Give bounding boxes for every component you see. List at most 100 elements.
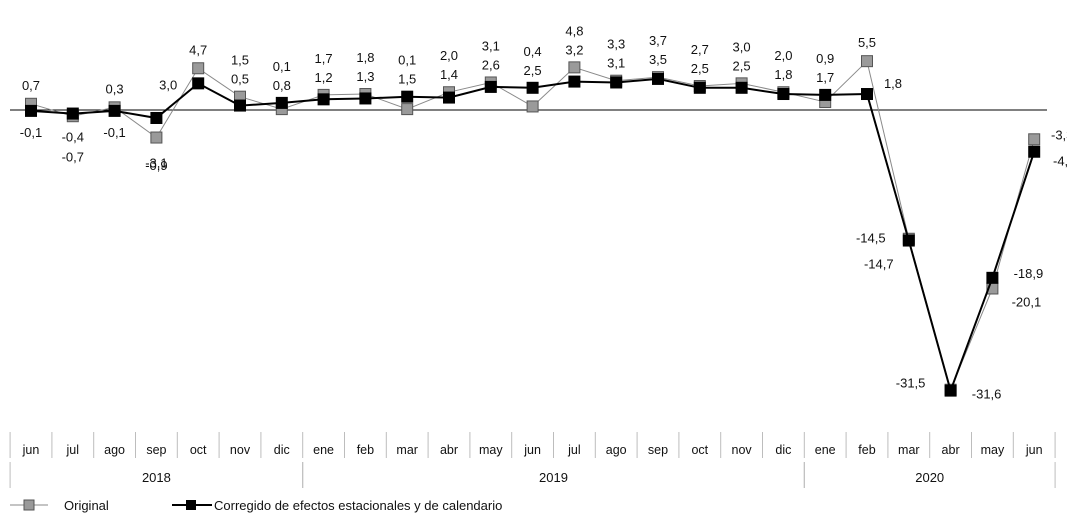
x-tick-label: jun [1025, 443, 1043, 457]
legend-label-adjusted: Corregido de efectos estacionales y de c… [214, 498, 502, 513]
original-point [401, 103, 414, 116]
x-tick-label: abr [942, 443, 960, 457]
original-value-label: 0,4 [524, 44, 542, 59]
adjusted-point [1028, 145, 1041, 158]
adjusted-point [819, 88, 832, 101]
original-value-label: 4,7 [189, 42, 207, 57]
adjusted-value-label: -0,4 [62, 130, 84, 145]
original-point [150, 131, 163, 144]
original-value-label: 0,9 [816, 51, 834, 66]
original-value-label: 3,1 [482, 38, 500, 53]
original-value-label: 1,7 [315, 51, 333, 66]
adjusted-point [902, 234, 915, 247]
adjusted-value-label: 2,5 [733, 58, 751, 73]
adjusted-point [693, 81, 706, 94]
legend-label-original: Original [64, 498, 109, 513]
x-tick-label: ene [815, 443, 836, 457]
adjusted-point [150, 111, 163, 124]
x-tick-label: may [981, 443, 1005, 457]
x-tick-label: sep [146, 443, 166, 457]
original-value-label: 3,7 [649, 33, 667, 48]
adjusted-value-label: -14,7 [864, 257, 894, 272]
x-tick-label: jul [567, 443, 581, 457]
year-label: 2018 [142, 470, 171, 485]
x-tick-label: ago [606, 443, 627, 457]
adjusted-point [735, 81, 748, 94]
legend-marker-adjusted [186, 500, 196, 510]
x-tick-label: nov [230, 443, 251, 457]
adjusted-value-label: 1,2 [315, 70, 333, 85]
x-tick-label: dic [274, 443, 290, 457]
original-value-label: 0,7 [22, 78, 40, 93]
original-value-label: -3,3 [1051, 127, 1067, 142]
original-value-label: 4,8 [565, 23, 583, 38]
adjusted-value-label: 0,8 [273, 78, 291, 93]
adjusted-value-label: 2,5 [691, 61, 709, 76]
adjusted-point [443, 91, 455, 104]
legend-item-original: Original [10, 498, 109, 513]
original-point [1028, 133, 1041, 146]
adjusted-value-label: 1,4 [440, 67, 458, 82]
original-value-label: 3,3 [607, 37, 625, 52]
adjusted-value-label: 2,6 [482, 57, 500, 72]
adjusted-point [944, 384, 957, 397]
original-value-label: -31,5 [896, 376, 926, 391]
adjusted-point [484, 80, 497, 93]
adjusted-point [568, 75, 581, 88]
adjusted-value-label: 3,0 [159, 77, 177, 92]
adjusted-value-label: -0,1 [20, 125, 42, 140]
adjusted-point [861, 88, 873, 101]
x-tick-label: oct [190, 443, 207, 457]
adjusted-series [25, 72, 1041, 397]
original-value-label: 2,0 [440, 48, 458, 63]
adjusted-point [192, 77, 205, 90]
adjusted-value-label: 3,2 [565, 42, 583, 57]
original-value-label: 3,0 [733, 39, 751, 54]
original-value-label: 2,0 [774, 48, 792, 63]
adjusted-point [777, 88, 790, 101]
x-tick-label: may [479, 443, 503, 457]
original-value-label: -3,1 [145, 156, 167, 171]
x-tick-label: abr [440, 443, 458, 457]
adjusted-value-label: 1,8 [774, 67, 792, 82]
adjusted-point [652, 72, 664, 85]
original-value-label: -20,1 [1012, 294, 1042, 309]
adjusted-point [317, 93, 330, 106]
original-value-label: 5,5 [858, 35, 876, 50]
x-axis: jun jul ago sep oct nov dic ene feb mar abr may jun j… [9, 432, 1056, 488]
x-tick-label: ago [104, 443, 125, 457]
adjusted-value-label: 1,7 [816, 70, 834, 85]
adjusted-value-label: -4,7 [1053, 154, 1067, 169]
legend-marker-original [23, 499, 35, 511]
x-tick-label: mar [898, 443, 920, 457]
adjusted-value-label: 2,5 [524, 63, 542, 78]
x-tick-label: oct [691, 443, 708, 457]
original-value-label: -14,5 [856, 231, 886, 246]
adjusted-value-label: -31,6 [972, 387, 1002, 402]
adjusted-value-label: -0,1 [103, 125, 125, 140]
x-tick-label: jun [523, 443, 541, 457]
adjusted-point [610, 76, 623, 89]
data-labels: 0,7 -0,1 -0,7 -0,4 0,3 -0,1 -3,1-0,9 4,7 3,0 1,5 0… [20, 23, 1067, 401]
adjusted-value-label: 3,5 [649, 52, 667, 67]
year-label: 2020 [915, 470, 944, 485]
adjusted-value-label: 1,3 [356, 69, 374, 84]
adjusted-point [986, 271, 999, 284]
x-tick-label: sep [648, 443, 668, 457]
x-tick-label: ene [313, 443, 334, 457]
original-value-label: -0,7 [62, 150, 84, 165]
legend: Original Corregido de efectos estacional… [10, 498, 502, 513]
adjusted-point [401, 90, 414, 103]
original-value-label: 1,8 [356, 50, 374, 65]
adjusted-value-label: 1,5 [398, 72, 416, 87]
original-value-label: 0,1 [398, 53, 416, 68]
x-tick-label: feb [858, 443, 875, 457]
original-value-label: 1,5 [231, 53, 249, 68]
original-point [861, 55, 873, 68]
original-value-label: 0,3 [106, 81, 124, 96]
adjusted-value-label: 3,1 [607, 56, 625, 71]
adjusted-point [25, 104, 37, 117]
adjusted-point [526, 81, 539, 94]
adjusted-point [275, 96, 288, 109]
